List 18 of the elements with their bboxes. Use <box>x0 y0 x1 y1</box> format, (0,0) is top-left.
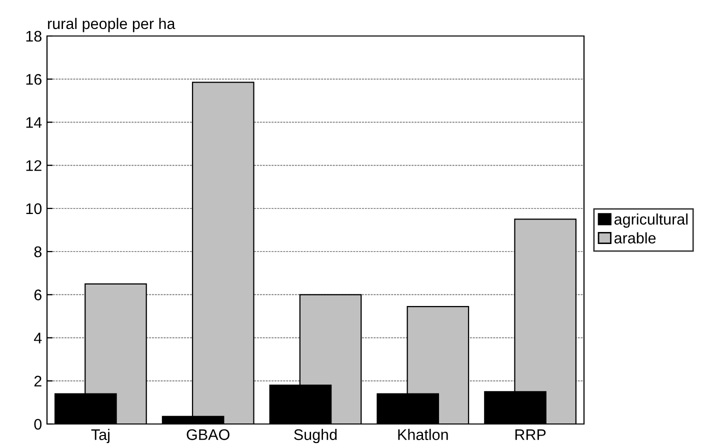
y-tick-label: 14 <box>26 117 42 128</box>
y-tick-label: 4 <box>34 332 42 344</box>
y-tick-label: 0 <box>34 418 42 430</box>
x-tick-label: Sughd <box>294 428 337 444</box>
y-tick-label: 2 <box>34 376 42 386</box>
y-tick-label: 18 <box>26 30 42 42</box>
x-tick-label: GBAO <box>186 429 230 440</box>
y-tick-label: 6 <box>34 290 42 300</box>
y-tick-label: 8 <box>34 246 42 258</box>
legend-label: agricultural <box>614 213 688 228</box>
x-tick-label: Taj <box>91 428 110 444</box>
y-axis-title: rural people per ha <box>48 18 176 32</box>
x-tick-label: Khatlon <box>398 428 448 440</box>
x-tick-label: RRP <box>515 429 546 440</box>
y-tick-label: 16 <box>26 74 42 85</box>
y-tick-label: 12 <box>26 160 42 171</box>
y-tick-label: 10 <box>26 203 42 214</box>
legend-label: arable <box>614 232 656 244</box>
